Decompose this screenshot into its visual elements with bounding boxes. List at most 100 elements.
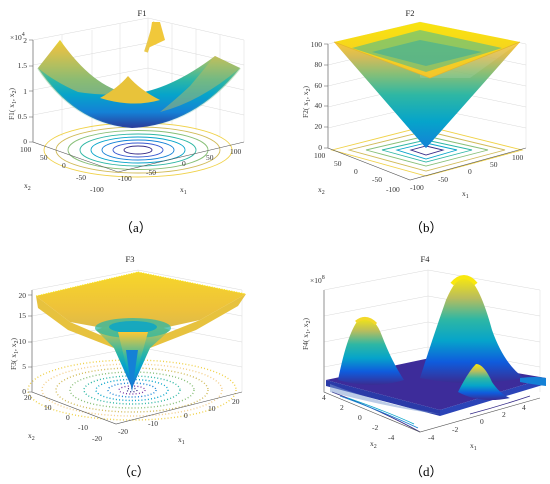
panel-a-z-tick: 0 — [23, 137, 27, 146]
panel-a-axes — [29, 39, 245, 173]
panel-b-x-tick: 50 — [490, 160, 498, 169]
panel-b-axes — [324, 43, 527, 181]
panel-c-x-ticks: -20 -10 0 10 20 — [118, 397, 240, 436]
panel-b-z-ticks: 0 20 40 60 80 100 — [311, 40, 323, 152]
panel-d-y-ticks: 4 2 0 -2 -4 — [322, 393, 394, 442]
panel-a-y-tick: -100 — [90, 185, 104, 194]
panel-d-x-tick: -2 — [452, 425, 458, 434]
panel-d-y-tick: 0 — [358, 413, 362, 422]
panel-a-y-tick: 0 — [62, 161, 66, 170]
panel-a-caption: （a） — [120, 220, 152, 235]
panel-a-y-tick: -50 — [76, 173, 86, 182]
panel-a-x-ticks: -100 -50 0 50 100 — [118, 147, 242, 183]
panel-b-zlabel: F2( x1, x2) — [301, 85, 312, 118]
panel-a-y-tick: 50 — [40, 153, 48, 162]
panel-c-x-tick: -20 — [118, 427, 128, 436]
panel-c-y-tick: -10 — [78, 423, 88, 432]
panel-c-x-tick: 10 — [208, 404, 216, 413]
panel-a-zlabel: F1( x1, x2) — [7, 87, 18, 120]
panel-b-z-tick: 40 — [315, 101, 323, 110]
panel-d-y-tick: -2 — [372, 423, 378, 432]
panel-a-z-ticks: 0 0.5 1 1.5 2 — [18, 36, 28, 146]
panel-a: F1 ×104 — [7, 8, 245, 235]
panel-a-x-tick: 0 — [182, 159, 186, 168]
panel-c-x-tick: 0 — [184, 411, 188, 420]
panel-c-z-ticks: 0 5 10 15 20 — [19, 291, 27, 396]
panel-c: F3 — [9, 254, 247, 479]
panel-a-x-tick: -100 — [118, 174, 132, 183]
panel-b-ylabel: x2 — [318, 185, 325, 196]
panel-b-z-tick: 0 — [318, 143, 322, 152]
panel-c-z-tick: 5 — [22, 362, 26, 371]
panel-a-z-exponent: ×104 — [10, 32, 25, 42]
panel-b: F2 0 20 — [301, 8, 527, 235]
panel-c-z-tick: 15 — [19, 311, 27, 320]
panel-c-z-tick: 20 — [19, 291, 27, 300]
panel-c-y-tick: 10 — [44, 403, 52, 412]
panel-d-caption: （d） — [410, 464, 443, 479]
panel-d-y-tick: 2 — [340, 403, 344, 412]
panel-d-x-tick: 2 — [502, 410, 506, 419]
panel-c-zlabel: F3( x1, x2) — [9, 337, 20, 370]
panel-b-y-tick: 100 — [314, 151, 326, 160]
panel-a-x-tick: 100 — [230, 147, 242, 156]
panel-b-xlabel: x1 — [462, 189, 469, 200]
panel-a-title: F1 — [138, 8, 147, 18]
panel-d-xlabel: x1 — [470, 441, 477, 452]
panel-c-y-tick: 20 — [24, 393, 32, 402]
panel-a-contours — [43, 122, 233, 178]
panel-a-xlabel: x1 — [180, 185, 187, 196]
panel-b-y-tick: -100 — [386, 185, 400, 194]
panel-c-xlabel: x1 — [178, 435, 185, 446]
panel-c-x-tick: -10 — [148, 419, 158, 428]
panel-d-title: F4 — [421, 254, 431, 264]
panel-c-x-tick: 20 — [232, 397, 240, 406]
panel-d-y-tick: -4 — [388, 433, 394, 442]
panel-b-z-tick: 20 — [315, 122, 323, 131]
panel-a-z-tick: 2 — [23, 36, 27, 45]
panel-b-x-tick: -100 — [410, 183, 424, 192]
panel-c-y-ticks: 20 10 0 -10 -20 — [24, 393, 102, 443]
panel-b-x-ticks: -100 -50 0 50 100 — [410, 153, 524, 192]
panel-b-z-tick: 100 — [311, 40, 323, 49]
panel-d-contours — [331, 391, 531, 433]
panel-b-title: F2 — [406, 8, 415, 18]
panel-b-x-tick: 0 — [468, 167, 472, 176]
panel-c-y-tick: 0 — [66, 413, 70, 422]
panel-b-contours — [330, 125, 524, 177]
panel-d-x-tick: 0 — [480, 417, 484, 426]
panel-b-y-ticks: 100 50 0 -50 -100 — [314, 151, 400, 194]
panel-d-zlabel: F4( x1, x2) — [301, 317, 312, 350]
panel-b-y-tick: -50 — [372, 175, 382, 184]
panel-d-surface — [326, 275, 546, 416]
panel-b-caption: （b） — [410, 220, 443, 235]
panel-a-z-tick: 0.5 — [18, 112, 28, 121]
panel-c-axes — [28, 290, 243, 425]
panel-a-ylabel: x2 — [24, 181, 31, 192]
panel-a-z-tick: 1.5 — [18, 61, 28, 70]
panel-d-y-tick: 4 — [322, 393, 326, 402]
panel-d-ylabel: x2 — [370, 439, 377, 450]
panel-a-x-tick: 50 — [206, 153, 214, 162]
panel-b-x-tick: -50 — [438, 175, 448, 184]
panel-b-y-tick: 0 — [354, 167, 358, 176]
panel-a-z-tick: 1 — [23, 87, 27, 96]
panel-c-title: F3 — [126, 254, 135, 264]
panel-b-z-tick: 60 — [315, 81, 323, 90]
panel-b-surface — [333, 22, 521, 148]
panel-a-x-tick: -50 — [146, 168, 156, 177]
panel-c-z-tick: 0 — [22, 387, 26, 396]
panel-c-y-tick: -20 — [92, 434, 102, 443]
panel-d: F4 ×108 — [301, 254, 546, 479]
panel-a-y-ticks: 100 50 0 -50 -100 — [20, 145, 104, 194]
panel-b-z-tick: 80 — [315, 60, 323, 69]
panel-b-x-tick: 100 — [512, 153, 524, 162]
panel-c-caption: （c） — [118, 464, 150, 479]
panel-c-z-tick: 10 — [19, 337, 27, 346]
panel-d-x-tick: -4 — [428, 433, 434, 442]
panel-c-surface — [35, 271, 247, 392]
panel-d-axes — [323, 290, 541, 433]
panel-a-y-tick: 100 — [20, 145, 32, 154]
panel-d-x-tick: 4 — [522, 403, 526, 412]
